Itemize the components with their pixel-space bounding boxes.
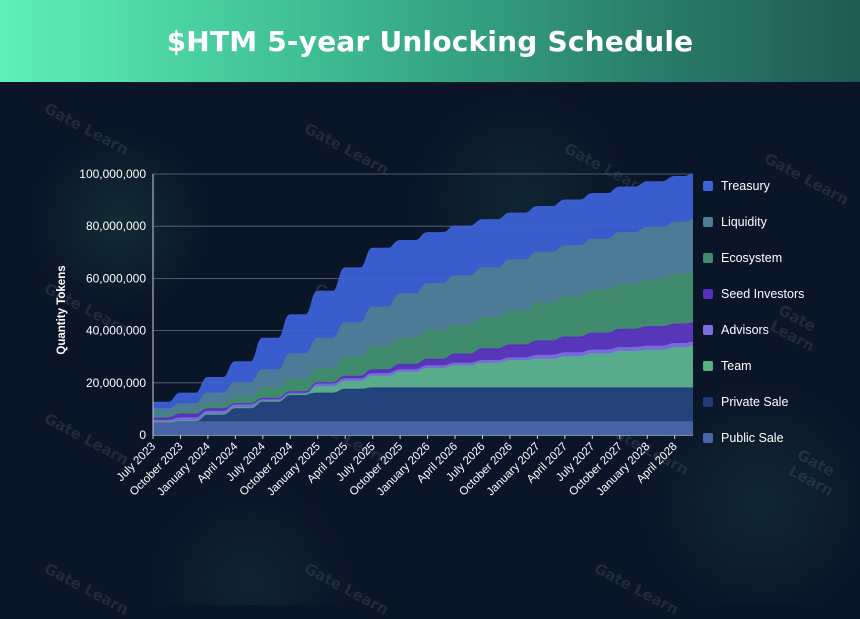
line-ecosystem: [153, 271, 694, 416]
y-tick-label: 60,000,000: [86, 271, 146, 285]
y-tick-label: 0: [139, 428, 146, 442]
stacked-area-chart: 0 20,000,000 40,000,000 60,000,000 80,000,00…: [79, 167, 694, 498]
legend-swatch: [703, 289, 713, 299]
legend-swatch: [703, 361, 713, 371]
chart-legend: Treasury Liquidity Ecosystem Seed Investors…: [703, 168, 853, 456]
legend-swatch: [703, 217, 713, 227]
y-tick-label: 80,000,000: [86, 219, 146, 233]
legend-label: Liquidity: [721, 215, 767, 229]
y-tick-label: 100,000,000: [79, 167, 146, 181]
legend-label: Team: [721, 359, 752, 373]
legend-label: Advisors: [721, 323, 769, 337]
legend-label: Treasury: [721, 179, 770, 193]
y-tick-label: 40,000,000: [86, 324, 146, 338]
line-treasury: [153, 173, 694, 403]
line-liquidity: [153, 219, 694, 410]
legend-swatch: [703, 397, 713, 407]
legend-item-team: Team: [703, 348, 853, 384]
legend-item-liquidity: Liquidity: [703, 204, 853, 240]
legend-label: Seed Investors: [721, 287, 805, 301]
legend-item-public-sale: Public Sale: [703, 420, 853, 456]
legend-item-advisors: Advisors: [703, 312, 853, 348]
line-seed-investors: [153, 322, 694, 419]
legend-swatch: [703, 253, 713, 263]
legend-swatch: [703, 181, 713, 191]
chart-title: $HTM 5-year Unlocking Schedule: [166, 24, 694, 58]
y-tick-label: 20,000,000: [86, 376, 146, 390]
line-team: [153, 345, 694, 423]
legend-swatch: [703, 325, 713, 335]
title-banner: $HTM 5-year Unlocking Schedule: [0, 0, 860, 82]
legend-label: Private Sale: [721, 395, 789, 409]
legend-label: Ecosystem: [721, 251, 783, 265]
line-advisors: [153, 341, 694, 422]
legend-label: Public Sale: [721, 431, 784, 445]
legend-item-ecosystem: Ecosystem: [703, 240, 853, 276]
legend-item-treasury: Treasury: [703, 168, 853, 204]
area-public-sale: [153, 421, 693, 435]
legend-item-private-sale: Private Sale: [703, 384, 853, 420]
legend-swatch: [703, 433, 713, 443]
legend-item-seed-investors: Seed Investors: [703, 276, 853, 312]
